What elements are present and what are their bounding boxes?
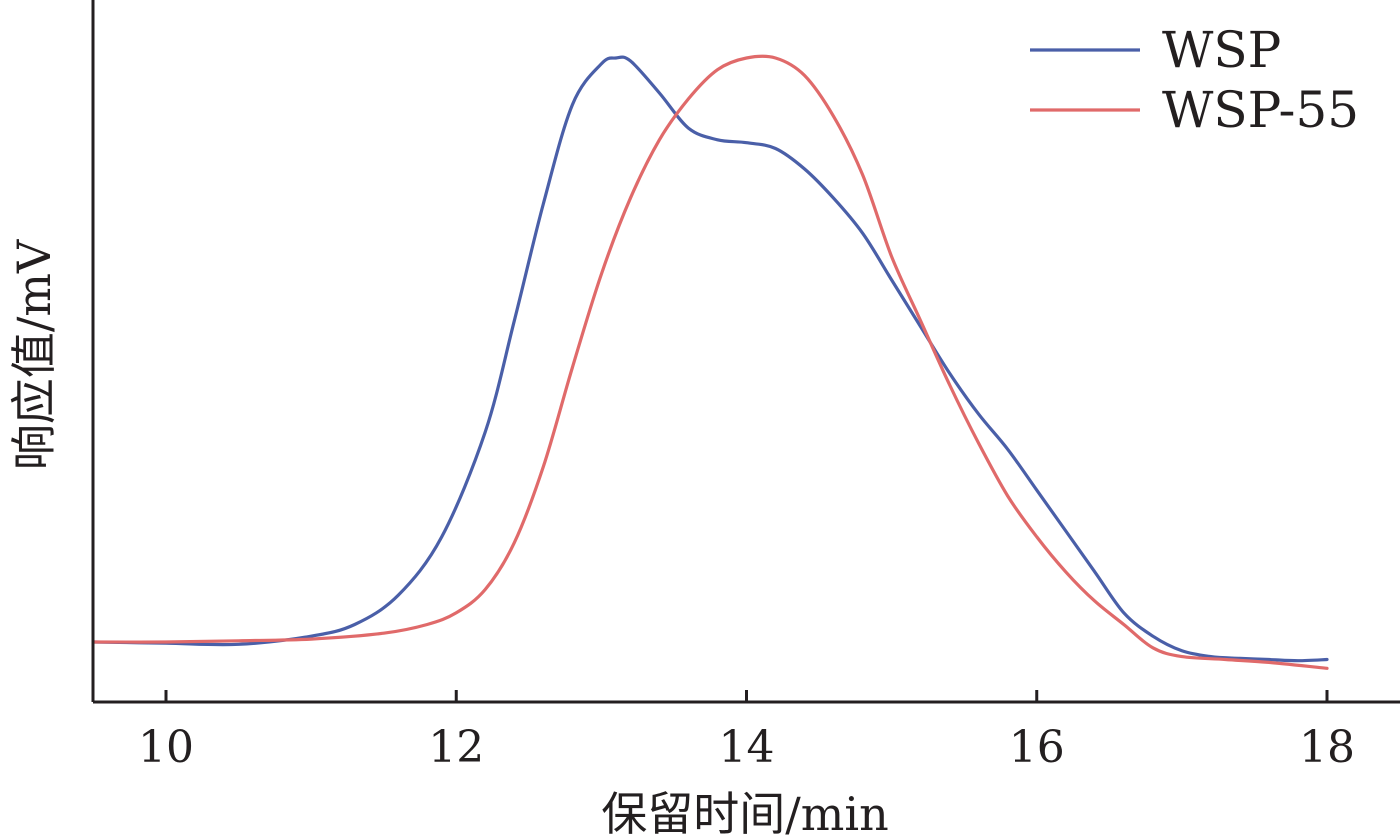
- series-line-wsp: [91, 55, 1329, 663]
- series-group: [91, 54, 1329, 670]
- x-tick-label: 14: [719, 722, 775, 773]
- axes-group: 10 12 14 16 18: [91, 0, 1400, 773]
- y-axis-label: 响应值/mV: [7, 239, 61, 470]
- legend-wsp-55-label: WSP-55: [1162, 81, 1359, 139]
- x-axis-label: 保留时间/min: [601, 787, 888, 840]
- legend-wsp-label: WSP: [1162, 21, 1281, 79]
- x-tick-label: 12: [428, 722, 484, 773]
- series-line-wsp-55: [91, 54, 1329, 670]
- x-tick-label: 10: [138, 722, 194, 773]
- x-tick-label: 18: [1299, 722, 1355, 773]
- x-tick-label: 16: [1009, 722, 1065, 773]
